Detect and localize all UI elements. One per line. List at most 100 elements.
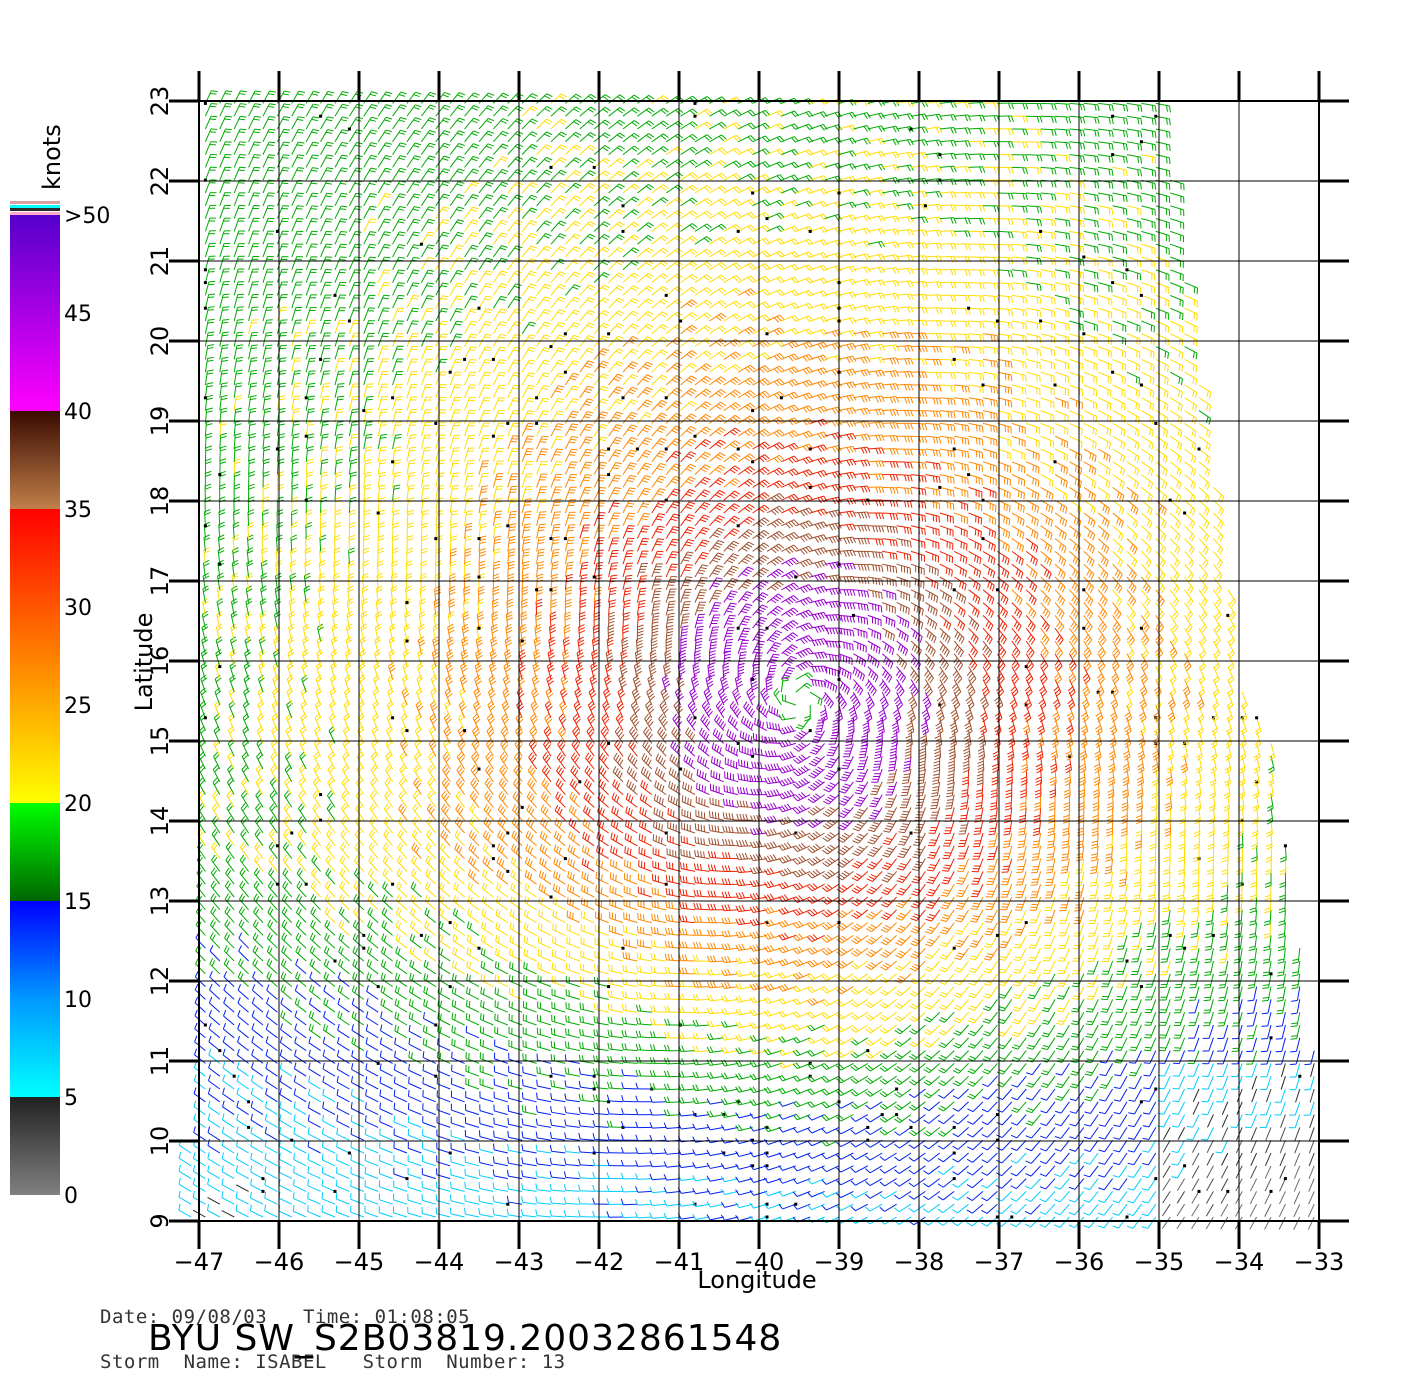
wind-barb — [939, 922, 955, 935]
wind-barb — [1119, 858, 1128, 875]
colorbar-cap-stripe — [10, 208, 60, 211]
wind-barb — [1251, 1088, 1258, 1103]
wind-barb — [909, 973, 926, 985]
wind-barb — [1112, 1152, 1128, 1166]
wind-barb — [1172, 1101, 1186, 1115]
wind-barb — [1011, 576, 1024, 593]
wind-barb — [1308, 1191, 1315, 1205]
wind-barb — [536, 359, 551, 373]
wind-barb — [307, 1205, 321, 1218]
wind-barb — [1042, 986, 1056, 1000]
wind-barb — [1247, 999, 1258, 1015]
wind-barb — [954, 435, 970, 446]
wind-barb — [321, 1153, 336, 1167]
wind-barb — [579, 436, 593, 450]
wind-barb — [564, 1106, 580, 1116]
wind-barb — [1236, 1088, 1243, 1103]
wind-barb — [394, 972, 408, 988]
wind-barb — [664, 1005, 681, 1013]
wind-barb — [1010, 679, 1019, 697]
wind-barb — [678, 1083, 696, 1091]
wind-barb — [821, 1062, 840, 1071]
wind-barb — [449, 1194, 465, 1205]
wind-barb — [678, 993, 696, 1001]
wind-barb — [564, 1054, 580, 1064]
wind-barb — [707, 850, 724, 860]
wind-barb — [1131, 948, 1142, 963]
wind-barb — [1112, 551, 1124, 568]
wind-barb — [621, 1017, 638, 1026]
wind-barb — [942, 845, 955, 860]
wind-barb — [650, 966, 667, 975]
wind-barb — [493, 1078, 508, 1090]
wind-barb — [1280, 1114, 1286, 1128]
wind-barb — [1112, 538, 1124, 555]
wind-barb — [982, 448, 998, 460]
wind-barb — [1189, 948, 1200, 964]
wind-barb — [792, 985, 811, 993]
wind-barb — [550, 435, 564, 450]
wind-barb — [938, 986, 955, 998]
wind-barb — [838, 420, 857, 428]
wind-barb — [336, 1153, 350, 1167]
wind-barb — [969, 947, 984, 961]
wind-barb — [401, 687, 410, 706]
wind-barb — [393, 1089, 408, 1103]
wind-barb — [909, 947, 926, 959]
wind-barb — [1137, 743, 1146, 761]
wind-barb — [850, 1101, 869, 1110]
wind-barb — [1025, 1165, 1041, 1177]
wind-barb — [795, 520, 814, 530]
wind-barb — [597, 792, 609, 808]
wind-barb — [981, 383, 999, 394]
wind-barb — [953, 615, 966, 631]
wind-barb — [952, 1088, 969, 1100]
wind-barb — [735, 1085, 753, 1093]
wind-barb — [663, 1161, 681, 1168]
wind-barb — [1098, 1165, 1114, 1178]
wind-barb — [599, 752, 609, 770]
colorbar-segment — [10, 999, 60, 1097]
wind-barb — [763, 997, 782, 1004]
wind-barb — [487, 700, 496, 718]
wind-barb — [537, 935, 552, 949]
wind-barb — [1206, 1178, 1214, 1192]
wind-barb — [593, 499, 606, 514]
wind-barb — [1308, 1165, 1315, 1179]
wind-barb — [749, 1073, 768, 1081]
wind-barb — [294, 997, 307, 1013]
wind-barb — [821, 1152, 840, 1160]
wind-barb — [508, 1039, 523, 1052]
wind-barb — [665, 551, 679, 565]
wind-barb — [896, 871, 912, 884]
wind-barb — [983, 960, 998, 974]
wind-barb — [752, 555, 770, 565]
wind-barb — [852, 666, 865, 682]
wind-barb — [564, 436, 579, 450]
wind-barb — [925, 909, 941, 922]
wind-barb — [692, 1019, 710, 1027]
wind-barb — [1112, 512, 1124, 528]
wind-barb — [982, 589, 995, 605]
wind-barb — [760, 687, 770, 706]
wind-barb — [882, 525, 899, 534]
wind-barb — [997, 1011, 1013, 1025]
wind-barb — [431, 661, 439, 680]
wind-barb — [923, 1139, 941, 1150]
wind-barb — [223, 945, 235, 962]
wind-barb — [492, 1156, 508, 1167]
wind-barb — [781, 595, 799, 605]
wind-barb — [669, 753, 683, 771]
wind-barb — [579, 448, 593, 463]
wind-barb — [807, 793, 825, 804]
wind-barb — [425, 855, 437, 872]
wind-barb — [1143, 1087, 1158, 1102]
wind-barb — [940, 883, 955, 897]
wind-barb — [395, 920, 408, 936]
wind-barb — [625, 792, 638, 808]
wind-barb — [997, 999, 1013, 1012]
wind-barb — [867, 538, 884, 546]
wind-barb — [538, 870, 552, 885]
wind-barb — [741, 715, 754, 731]
wind-barb — [709, 464, 726, 475]
